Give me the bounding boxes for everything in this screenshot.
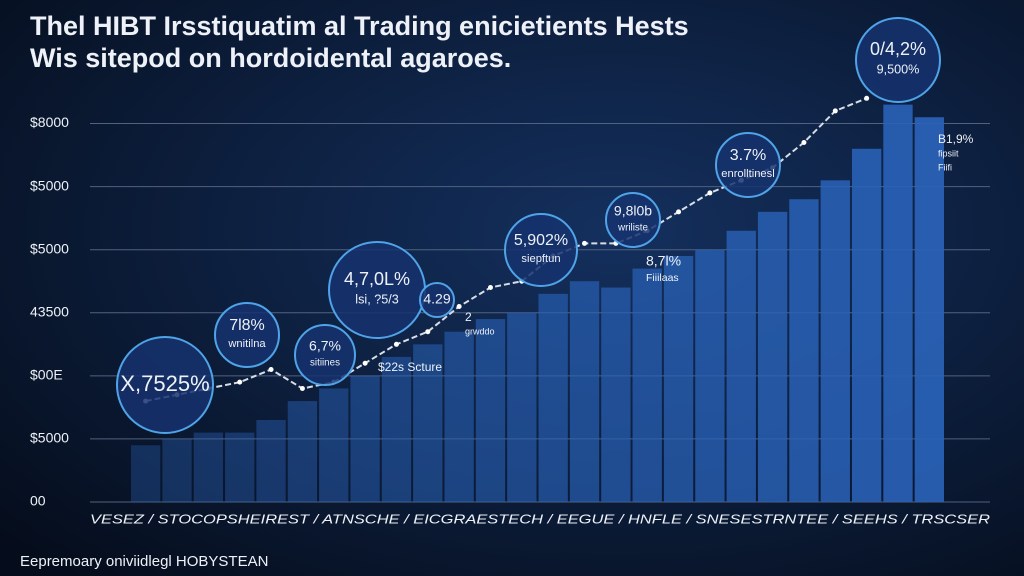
bubble-circle	[294, 324, 356, 386]
trend-point	[487, 285, 493, 291]
bar	[381, 356, 412, 502]
bubble-text: 6,7%	[309, 338, 341, 354]
bubble-text: 0/4,2%	[870, 39, 926, 59]
note-text: Fiiilaas	[646, 272, 679, 284]
bubble-text: 4,7,0L%	[344, 269, 410, 289]
trend-point	[268, 367, 274, 373]
bubble-circle	[116, 336, 214, 434]
bubble-text: 3.7%	[730, 147, 766, 164]
bar	[789, 199, 819, 502]
annotation-bubble: 0/4,2% 9,500%	[855, 17, 941, 103]
bar	[256, 420, 286, 502]
bubble-text: 4.29	[423, 291, 450, 307]
y-tick-label: $5000	[30, 430, 69, 446]
trend-point	[864, 95, 870, 101]
bubble-text: 5,902%	[514, 232, 568, 249]
trend-point	[299, 385, 305, 391]
bubble-circle	[214, 302, 280, 368]
bubble-text: 7l8%	[229, 317, 265, 334]
note-text: 2	[465, 310, 472, 324]
bar	[444, 331, 474, 502]
bar	[851, 148, 882, 502]
y-tick-label: $5000	[30, 240, 69, 256]
trend-point	[456, 303, 462, 309]
bar	[475, 319, 506, 502]
bubble-circle	[855, 17, 941, 103]
bar	[225, 432, 255, 502]
annotation-bubble: 5,902% siepftun	[504, 213, 578, 287]
annotation-bubble: 3.7% enrolltinesl	[715, 132, 781, 198]
annotation-bubble: 4,7,0L% lsi, ?5/3	[328, 241, 426, 339]
trend-point	[707, 190, 713, 196]
bar	[632, 268, 662, 502]
bar	[319, 388, 349, 502]
bar	[162, 438, 192, 502]
annotation-bubble: 9,8l0b wriliste	[605, 192, 661, 248]
bar	[413, 344, 443, 502]
bubble-text: sitiines	[310, 358, 340, 369]
bar	[193, 432, 224, 502]
trend-point	[237, 379, 243, 385]
bubble-text: siepftun	[521, 253, 560, 265]
note-text: B1,9%	[938, 132, 974, 146]
bar	[883, 104, 913, 502]
trend-point	[582, 240, 588, 246]
trend-point	[676, 209, 682, 215]
annotation-bubble: X,7525%	[116, 336, 214, 434]
note-text: fipsiit	[938, 148, 959, 158]
y-tick-label: 43500	[30, 303, 69, 319]
bubble-text: X,7525%	[120, 371, 209, 396]
bar	[820, 180, 850, 503]
bar	[350, 375, 380, 502]
bubble-text: wriliste	[617, 223, 648, 234]
bar	[695, 249, 725, 502]
trend-point	[832, 108, 838, 114]
bar	[601, 287, 631, 502]
chart-title: Thel HIBT Irsstiquatim al Trading enicie…	[30, 11, 689, 41]
chart-subtitle: Wis sitepod on hordoidental agaroes.	[30, 43, 511, 73]
annotation-bubble: 7l8% wnitilna	[214, 302, 280, 368]
bar	[757, 211, 788, 502]
y-tick-label: $00E	[30, 367, 63, 383]
bar	[726, 230, 756, 502]
y-tick-label: $5000	[30, 177, 69, 193]
bubble-circle	[715, 132, 781, 198]
bar	[131, 445, 161, 502]
annotation-bubble: 6,7% sitiines	[294, 324, 356, 386]
bubble-text: 9,500%	[877, 62, 920, 76]
bubble-text: lsi, ?5/3	[355, 292, 398, 306]
bubble-text: 9,8l0b	[614, 203, 652, 219]
bar	[287, 401, 318, 502]
y-tick-label: 00	[30, 493, 46, 509]
bubble-circle	[504, 213, 578, 287]
bar	[914, 117, 944, 502]
bar	[569, 281, 600, 502]
bar	[538, 293, 568, 502]
note-text: 8,7l%	[646, 253, 681, 269]
annotation-bubble: 4.29	[419, 282, 455, 318]
trend-point	[801, 139, 807, 145]
note-text: Fiifi	[938, 162, 952, 172]
note-text: $22s Scture	[378, 360, 442, 374]
bubble-circle	[419, 282, 455, 318]
footer: Eepremoary oniviidlegl HOBYSTEAN	[20, 553, 268, 570]
trend-point	[362, 360, 368, 366]
trend-point	[425, 329, 431, 335]
bubble-circle	[605, 192, 661, 248]
trend-point	[393, 341, 399, 347]
bubble-text: wnitilna	[227, 338, 266, 350]
bubble-circle	[328, 241, 426, 339]
bubble-text: enrolltinesl	[721, 168, 774, 180]
y-tick-label: $8000	[30, 114, 69, 130]
bar	[507, 312, 537, 502]
bar	[663, 256, 694, 502]
note-text: grwddo	[465, 326, 495, 336]
x-axis-text: VESEZ / STOCOPSHEIREST / ATNSCHE / EICGR…	[90, 511, 990, 526]
